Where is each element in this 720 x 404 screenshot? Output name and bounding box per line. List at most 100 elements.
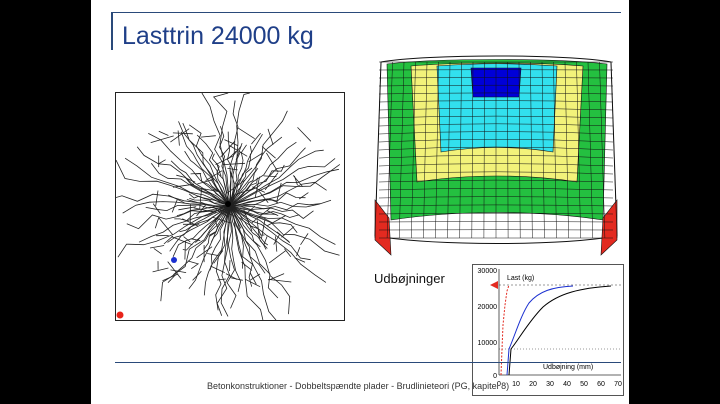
crack-segment (268, 279, 292, 283)
load-deflection-graph: 30000 20000 10000 0 0 10 20 30 40 50 60 … (472, 264, 624, 396)
crack-segment (263, 175, 277, 177)
y-tick-10000: 10000 (478, 340, 498, 347)
crack-segment (186, 199, 198, 203)
mesh-line (411, 61, 416, 239)
crack-segment (266, 152, 279, 173)
mesh-line (541, 61, 545, 239)
mesh-line (507, 61, 509, 239)
crack-segment (193, 207, 216, 213)
crack-segment (149, 245, 165, 249)
crack-line (229, 192, 306, 207)
crack-segment (229, 145, 248, 157)
crack-line (229, 205, 279, 299)
crack-segment (191, 263, 199, 270)
crack-segment (199, 189, 202, 210)
crack-segment (172, 183, 195, 188)
crack-line (229, 144, 247, 207)
mesh-line (378, 108, 614, 111)
crack-line (229, 168, 339, 207)
crack-segment (256, 220, 260, 240)
crack-line (138, 205, 231, 243)
crack-line (174, 205, 231, 222)
crack-line (148, 133, 231, 207)
crack-segment (276, 231, 291, 244)
crack-segment (244, 278, 261, 288)
crack-line (229, 141, 297, 207)
crack-line (196, 134, 231, 207)
crack-line (182, 205, 231, 251)
crack-segment (216, 162, 222, 177)
crack-segment (220, 141, 235, 158)
crack-segment (170, 128, 190, 143)
red-pointer-icon (490, 281, 498, 289)
crack-line (226, 205, 237, 309)
crack-segment (228, 150, 237, 160)
crack-segment (171, 236, 193, 246)
crack-pattern-image (115, 92, 345, 321)
mesh-line (378, 196, 614, 199)
crack-segment (232, 145, 242, 157)
crack-segment (249, 133, 263, 155)
crack-segment (154, 217, 160, 229)
crack-segment (167, 274, 177, 283)
crack-segment (197, 179, 214, 185)
crack-segment (251, 132, 261, 145)
crack-line (209, 205, 231, 271)
crack-line (160, 205, 231, 302)
deflection-surface-plot (367, 50, 624, 265)
crack-segment (254, 176, 260, 198)
mesh-line (378, 139, 614, 143)
crack-segment (275, 236, 278, 252)
crack-segment (211, 216, 231, 224)
crack-segment (196, 204, 207, 217)
crack-segment (170, 269, 187, 273)
crack-segment (284, 248, 292, 257)
crack-segment (190, 173, 202, 175)
mesh-line (378, 92, 614, 95)
mesh-line (378, 155, 614, 159)
crack-segment (183, 236, 191, 243)
crack-line (176, 205, 231, 217)
mesh-line (378, 212, 614, 215)
crack-line (184, 150, 231, 207)
crack-line (229, 151, 241, 207)
crack-segment (261, 146, 276, 159)
crack-segment (187, 260, 198, 265)
mesh-line (447, 61, 451, 239)
marker-center-dot (225, 201, 231, 207)
crack-pattern-drawing (115, 92, 341, 321)
slide-title: Lasttrin 24000 kg (122, 22, 314, 50)
slide-footer: Betonkonstruktioner - Dobbeltspændte pla… (207, 381, 510, 391)
crack-segment (158, 130, 169, 136)
crack-line (229, 205, 277, 321)
curve-mid (506, 285, 574, 376)
crack-line (229, 167, 259, 207)
crack-segment (214, 208, 230, 218)
x-tick-40: 40 (563, 381, 571, 388)
crack-segment (163, 235, 174, 245)
x-tick-20: 20 (529, 381, 537, 388)
crack-line (229, 205, 244, 269)
crack-line (229, 147, 306, 207)
crack-segment (217, 278, 226, 281)
mesh-line (378, 188, 614, 191)
crack-line (167, 205, 231, 243)
crack-line (229, 164, 341, 207)
crack-line (203, 205, 231, 250)
mesh-line (398, 61, 405, 239)
crack-segment (237, 127, 255, 140)
crack-line (201, 92, 231, 207)
crack-segment (214, 218, 218, 228)
crack-segment (250, 273, 261, 281)
crack-segment (235, 188, 255, 195)
slide: Lasttrin 24000 kg Udbøjninger (91, 0, 629, 404)
crack-segment (171, 199, 178, 213)
crack-segment (268, 250, 286, 264)
crack-line (126, 205, 231, 230)
crack-line (229, 205, 264, 321)
crack-segment (155, 190, 159, 206)
crack-segment (153, 248, 162, 255)
marker-mid-dot (171, 257, 177, 263)
crack-segment (230, 277, 243, 281)
crack-segment (186, 178, 196, 183)
